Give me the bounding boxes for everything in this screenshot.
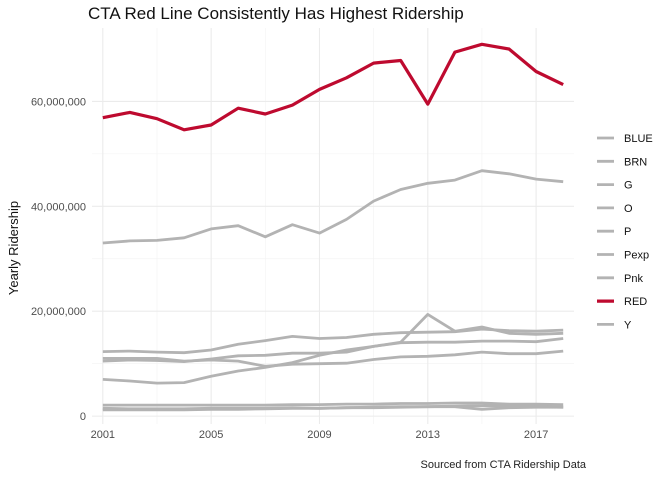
x-tick-label: 2009 <box>307 429 331 441</box>
y-tick-label: 40,000,000 <box>31 201 86 213</box>
x-tick-label: 2017 <box>524 429 548 441</box>
grid-lines <box>92 28 574 424</box>
chart-title: CTA Red Line Consistently Has Highest Ri… <box>88 4 464 23</box>
x-tick-label: 2005 <box>199 429 223 441</box>
x-tick-label: 2013 <box>416 429 440 441</box>
legend-item-pexp: Pexp <box>597 250 649 262</box>
chart-caption: Sourced from CTA Ridership Data <box>420 459 586 471</box>
legend-label-pexp: Pexp <box>624 250 649 262</box>
legend-item-red: RED <box>597 296 647 308</box>
legend-item-pnk: Pnk <box>597 273 643 285</box>
legend-item-blue: BLUE <box>597 133 653 145</box>
legend-label-y: Y <box>624 319 632 331</box>
x-tick-label: 2001 <box>91 429 115 441</box>
legend-item-brn: BRN <box>597 156 647 168</box>
legend-item-y: Y <box>597 319 632 331</box>
y-axis-label: Yearly Ridership <box>6 201 21 295</box>
y-tick-label: 60,000,000 <box>31 96 86 108</box>
legend-label-red: RED <box>624 296 647 308</box>
y-tick-label: 0 <box>80 411 86 423</box>
series-line-blue <box>102 169 564 245</box>
legend-label-p: P <box>624 226 631 238</box>
legend-label-g: G <box>624 180 633 192</box>
series-lines <box>102 42 564 412</box>
series-line-y <box>102 404 564 411</box>
legend-item-p: P <box>597 226 631 238</box>
legend-item-o: O <box>597 203 633 215</box>
series-line-pnk <box>102 312 564 364</box>
legend-label-blue: BLUE <box>624 133 653 145</box>
legend: BLUE BRN GOP Pexp Pnk RED Y <box>597 133 653 331</box>
series-line-p <box>102 401 564 407</box>
y-tick-label: 20,000,000 <box>31 306 86 318</box>
series-line-red <box>102 42 564 132</box>
legend-label-pnk: Pnk <box>624 273 643 285</box>
legend-label-o: O <box>624 203 633 215</box>
legend-label-brn: BRN <box>624 156 647 168</box>
legend-item-g: G <box>597 180 633 192</box>
tick-labels: 2001 2005 2009 2013 2017 0 20,000,000 40,000,00… <box>31 96 548 441</box>
